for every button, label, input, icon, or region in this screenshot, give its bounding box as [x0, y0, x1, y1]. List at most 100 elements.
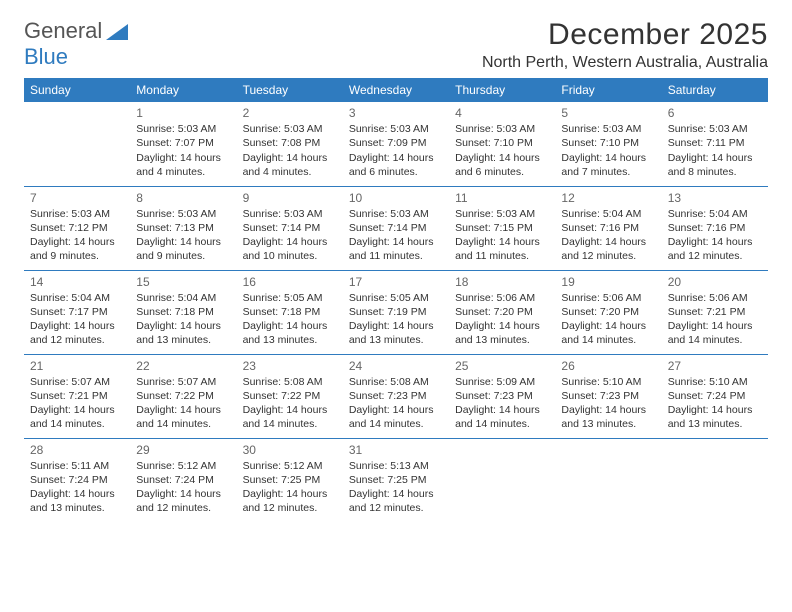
sunrise-line: Sunrise: 5:09 AM: [455, 375, 549, 389]
daylight-line: Daylight: 14 hours and 13 minutes.: [561, 403, 655, 431]
day-header: Sunday: [24, 78, 130, 102]
sunset-line: Sunset: 7:21 PM: [668, 305, 762, 319]
sunrise-line: Sunrise: 5:08 AM: [349, 375, 443, 389]
calendar-day: 27Sunrise: 5:10 AMSunset: 7:24 PMDayligh…: [662, 354, 768, 438]
sunset-line: Sunset: 7:09 PM: [349, 136, 443, 150]
day-number: 4: [455, 105, 549, 121]
daylight-line: Daylight: 14 hours and 6 minutes.: [349, 151, 443, 179]
calendar-day: 21Sunrise: 5:07 AMSunset: 7:21 PMDayligh…: [24, 354, 130, 438]
calendar-day-empty: [555, 438, 661, 522]
daylight-line: Daylight: 14 hours and 12 minutes.: [561, 235, 655, 263]
calendar-day: 17Sunrise: 5:05 AMSunset: 7:19 PMDayligh…: [343, 270, 449, 354]
daylight-line: Daylight: 14 hours and 6 minutes.: [455, 151, 549, 179]
sunrise-line: Sunrise: 5:10 AM: [668, 375, 762, 389]
calendar-day: 3Sunrise: 5:03 AMSunset: 7:09 PMDaylight…: [343, 102, 449, 186]
calendar-day: 15Sunrise: 5:04 AMSunset: 7:18 PMDayligh…: [130, 270, 236, 354]
sunset-line: Sunset: 7:21 PM: [30, 389, 124, 403]
sunset-line: Sunset: 7:24 PM: [668, 389, 762, 403]
sunset-line: Sunset: 7:10 PM: [455, 136, 549, 150]
sunrise-line: Sunrise: 5:03 AM: [455, 122, 549, 136]
daylight-line: Daylight: 14 hours and 12 minutes.: [668, 235, 762, 263]
daylight-line: Daylight: 14 hours and 14 minutes.: [30, 403, 124, 431]
day-number: 24: [349, 358, 443, 374]
day-header: Friday: [555, 78, 661, 102]
calendar-day: 11Sunrise: 5:03 AMSunset: 7:15 PMDayligh…: [449, 186, 555, 270]
sunset-line: Sunset: 7:25 PM: [243, 473, 337, 487]
sunrise-line: Sunrise: 5:03 AM: [243, 122, 337, 136]
daylight-line: Daylight: 14 hours and 14 minutes.: [668, 319, 762, 347]
calendar-day: 19Sunrise: 5:06 AMSunset: 7:20 PMDayligh…: [555, 270, 661, 354]
day-number: 31: [349, 442, 443, 458]
day-header: Tuesday: [237, 78, 343, 102]
calendar-day: 24Sunrise: 5:08 AMSunset: 7:23 PMDayligh…: [343, 354, 449, 438]
day-header: Thursday: [449, 78, 555, 102]
sunrise-line: Sunrise: 5:12 AM: [243, 459, 337, 473]
sunset-line: Sunset: 7:15 PM: [455, 221, 549, 235]
sunset-line: Sunset: 7:12 PM: [30, 221, 124, 235]
calendar-day: 31Sunrise: 5:13 AMSunset: 7:25 PMDayligh…: [343, 438, 449, 522]
sunrise-line: Sunrise: 5:04 AM: [30, 291, 124, 305]
calendar-week: 14Sunrise: 5:04 AMSunset: 7:17 PMDayligh…: [24, 270, 768, 354]
day-number: 21: [30, 358, 124, 374]
day-number: 3: [349, 105, 443, 121]
calendar-week: 7Sunrise: 5:03 AMSunset: 7:12 PMDaylight…: [24, 186, 768, 270]
sunrise-line: Sunrise: 5:03 AM: [136, 207, 230, 221]
sunset-line: Sunset: 7:17 PM: [30, 305, 124, 319]
day-number: 17: [349, 274, 443, 290]
header: General December 2025 North Perth, Weste…: [24, 18, 768, 72]
day-number: 9: [243, 190, 337, 206]
calendar-day: 23Sunrise: 5:08 AMSunset: 7:22 PMDayligh…: [237, 354, 343, 438]
calendar-day: 16Sunrise: 5:05 AMSunset: 7:18 PMDayligh…: [237, 270, 343, 354]
day-header: Monday: [130, 78, 236, 102]
day-number: 30: [243, 442, 337, 458]
day-number: 11: [455, 190, 549, 206]
calendar-day-empty: [662, 438, 768, 522]
day-number: 25: [455, 358, 549, 374]
day-number: 5: [561, 105, 655, 121]
sunset-line: Sunset: 7:23 PM: [455, 389, 549, 403]
day-number: 29: [136, 442, 230, 458]
location: North Perth, Western Australia, Australi…: [482, 54, 768, 72]
sunset-line: Sunset: 7:10 PM: [561, 136, 655, 150]
day-number: 13: [668, 190, 762, 206]
sunset-line: Sunset: 7:11 PM: [668, 136, 762, 150]
sunrise-line: Sunrise: 5:03 AM: [243, 207, 337, 221]
calendar-day: 22Sunrise: 5:07 AMSunset: 7:22 PMDayligh…: [130, 354, 236, 438]
calendar-day: 2Sunrise: 5:03 AMSunset: 7:08 PMDaylight…: [237, 102, 343, 186]
day-header-row: SundayMondayTuesdayWednesdayThursdayFrid…: [24, 78, 768, 102]
daylight-line: Daylight: 14 hours and 12 minutes.: [30, 319, 124, 347]
sunset-line: Sunset: 7:23 PM: [561, 389, 655, 403]
calendar-day-empty: [24, 102, 130, 186]
sunset-line: Sunset: 7:24 PM: [136, 473, 230, 487]
sunrise-line: Sunrise: 5:03 AM: [668, 122, 762, 136]
daylight-line: Daylight: 14 hours and 13 minutes.: [668, 403, 762, 431]
sunrise-line: Sunrise: 5:03 AM: [349, 207, 443, 221]
sunrise-line: Sunrise: 5:06 AM: [668, 291, 762, 305]
sunset-line: Sunset: 7:20 PM: [561, 305, 655, 319]
sunset-line: Sunset: 7:24 PM: [30, 473, 124, 487]
daylight-line: Daylight: 14 hours and 9 minutes.: [30, 235, 124, 263]
calendar-day: 6Sunrise: 5:03 AMSunset: 7:11 PMDaylight…: [662, 102, 768, 186]
daylight-line: Daylight: 14 hours and 13 minutes.: [136, 319, 230, 347]
day-number: 14: [30, 274, 124, 290]
day-number: 8: [136, 190, 230, 206]
sunset-line: Sunset: 7:14 PM: [349, 221, 443, 235]
daylight-line: Daylight: 14 hours and 8 minutes.: [668, 151, 762, 179]
sunset-line: Sunset: 7:18 PM: [243, 305, 337, 319]
daylight-line: Daylight: 14 hours and 9 minutes.: [136, 235, 230, 263]
day-number: 28: [30, 442, 124, 458]
calendar-day: 26Sunrise: 5:10 AMSunset: 7:23 PMDayligh…: [555, 354, 661, 438]
day-number: 26: [561, 358, 655, 374]
logo-text-1: General: [24, 18, 102, 44]
sunset-line: Sunset: 7:18 PM: [136, 305, 230, 319]
calendar-day: 25Sunrise: 5:09 AMSunset: 7:23 PMDayligh…: [449, 354, 555, 438]
sunset-line: Sunset: 7:25 PM: [349, 473, 443, 487]
sunrise-line: Sunrise: 5:03 AM: [561, 122, 655, 136]
daylight-line: Daylight: 14 hours and 13 minutes.: [243, 319, 337, 347]
daylight-line: Daylight: 14 hours and 4 minutes.: [243, 151, 337, 179]
calendar-day: 7Sunrise: 5:03 AMSunset: 7:12 PMDaylight…: [24, 186, 130, 270]
daylight-line: Daylight: 14 hours and 14 minutes.: [243, 403, 337, 431]
day-number: 22: [136, 358, 230, 374]
daylight-line: Daylight: 14 hours and 13 minutes.: [30, 487, 124, 515]
day-number: 2: [243, 105, 337, 121]
